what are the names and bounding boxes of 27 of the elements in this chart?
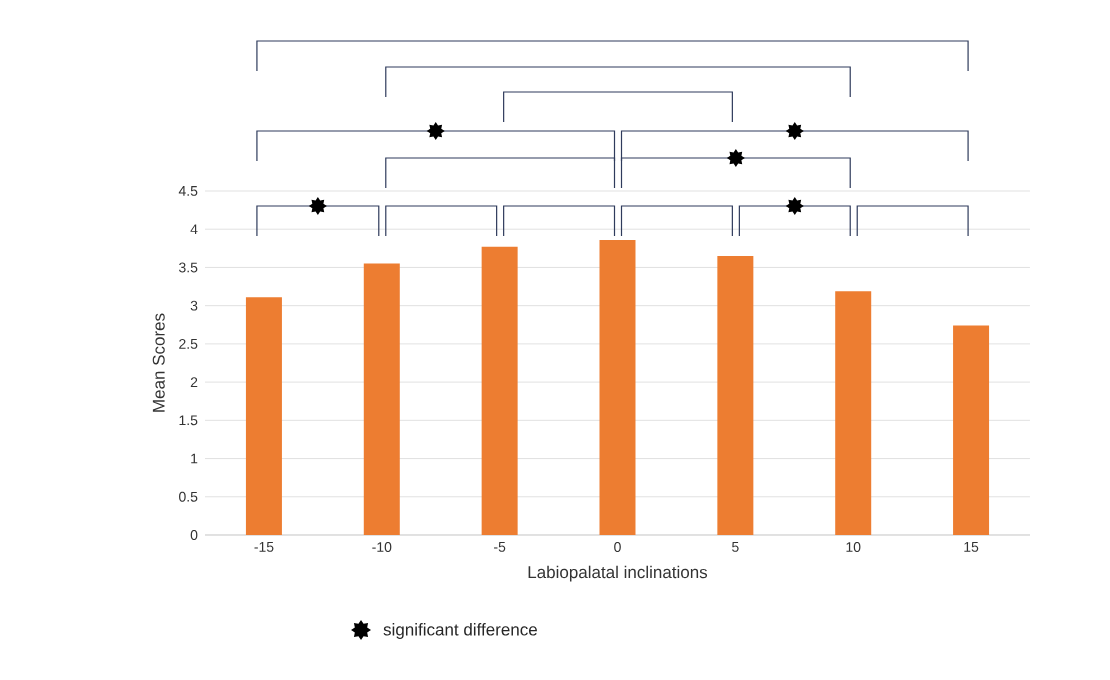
y-tick-label: 3.5 [179,262,198,273]
x-axis-title: Labiopalatal inclinations [528,565,708,582]
bar [245,297,282,535]
y-tick-label: 2 [190,377,198,387]
y-tick-label: 0 [190,530,198,540]
y-tick-label: 0.5 [179,491,198,502]
text: significant difference [383,623,537,639]
x-tick-label: 15 [964,542,979,552]
x-tick-label: -10 [372,542,392,552]
bar [835,291,872,535]
bar [717,255,754,535]
y-axis-title: Mean Scores [152,313,165,412]
y-tick-label: 1 [191,453,198,464]
bar [481,246,518,535]
x-tick-label: -15 [254,542,274,552]
bar [953,325,990,535]
y-tick-label: 2.5 [179,338,198,349]
bar [599,239,636,535]
x-tick-label: 5 [732,542,739,552]
y-tick-label: 4.5 [178,186,198,196]
x-tick-label: 10 [846,542,861,552]
x-tick-label: 0 [614,542,621,552]
y-tick-label: 3 [190,300,198,311]
bar [363,263,400,535]
y-tick-label: 4 [190,224,198,235]
y-tick-label: 1.5 [179,415,198,426]
x-tick-label: -5 [494,542,506,552]
